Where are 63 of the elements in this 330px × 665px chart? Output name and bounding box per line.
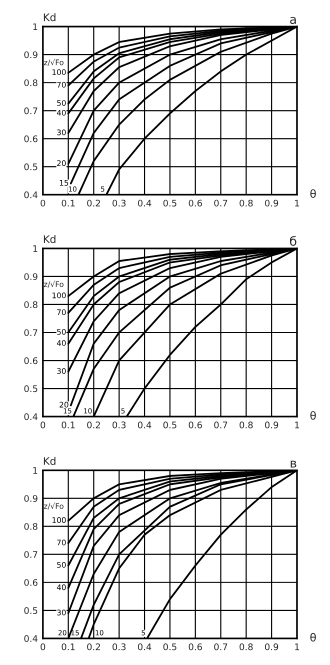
x-tick-label: 0 [40, 643, 46, 650]
x-tick-label: 0.4 [138, 643, 152, 650]
y-tick-label: 1 [33, 467, 38, 474]
y-tick-label: 0.8 [24, 301, 38, 308]
x-axis-title: θ [310, 411, 316, 420]
x-tick-label: 0.2 [87, 422, 100, 428]
x-tick-label: 0.1 [62, 200, 75, 207]
y-tick-label: 0.8 [24, 523, 38, 530]
chart-title: а [290, 16, 296, 24]
y-tick-label: 0.5 [24, 163, 38, 170]
y-tick-label: 0.7 [24, 551, 38, 558]
x-tick-label: 0.7 [214, 200, 228, 207]
x-tick-label: 0.2 [87, 200, 100, 207]
x-tick-label: 0 [40, 422, 46, 428]
x-tick-label: 0.1 [62, 422, 75, 428]
x-tick-label: 0.3 [112, 643, 126, 650]
x-tick-label: 0.8 [240, 643, 253, 650]
y-tick-label: 0.9 [24, 273, 38, 280]
x-axis-title: θ [310, 189, 316, 198]
y-tick-label: 0.5 [24, 385, 38, 392]
y-axis-title: Kd [44, 235, 56, 244]
x-tick-label: 0.5 [163, 643, 176, 650]
x-tick-label: 0.7 [214, 643, 228, 650]
x-tick-label: 0.5 [163, 200, 176, 207]
x-tick-label: 0.4 [138, 422, 152, 428]
x-tick-label: 0.6 [188, 643, 202, 650]
x-tick-label: 1 [295, 422, 300, 428]
x-tick-label: 0.8 [240, 422, 253, 428]
chart-title: в [290, 460, 296, 468]
y-tick-label: 0.7 [24, 107, 38, 114]
y-tick-label: 0.4 [24, 191, 38, 198]
x-tick-label: 0.6 [188, 200, 202, 207]
x-tick-label: 0.6 [188, 422, 202, 428]
x-tick-label: 0.4 [138, 200, 152, 207]
x-tick-label: 1 [295, 644, 300, 650]
y-tick-label: 0.9 [24, 495, 38, 502]
x-tick-label: 0.1 [62, 643, 75, 650]
x-tick-label: 0.9 [265, 643, 278, 650]
y-tick-label: 0.5 [24, 607, 38, 614]
x-tick-label: 0 [40, 200, 46, 207]
y-tick-label: 0.6 [24, 579, 38, 586]
x-tick-label: 0.3 [112, 200, 126, 207]
x-tick-label: 0.8 [240, 200, 253, 207]
y-tick-label: 1 [33, 245, 38, 252]
y-tick-label: 0.9 [24, 51, 38, 58]
chart-title: б [290, 236, 296, 246]
x-tick-label: 0.2 [87, 643, 100, 650]
y-axis-title: Kd [44, 13, 56, 22]
y-tick-label: 0.6 [24, 135, 38, 142]
y-tick-label: 0.4 [24, 635, 38, 642]
x-tick-label: 0.5 [163, 422, 176, 428]
y-axis-title: Kd [44, 456, 56, 465]
y-tick-label: 0.7 [24, 329, 38, 336]
x-tick-label: 0.7 [214, 422, 228, 428]
y-tick-label: 0.8 [24, 79, 38, 86]
x-axis-title: θ [310, 632, 316, 642]
x-tick-label: 1 [295, 200, 300, 206]
x-tick-label: 0.9 [265, 200, 278, 207]
y-tick-label: 1 [33, 23, 38, 30]
y-tick-label: 0.6 [24, 357, 38, 364]
y-tick-label: 0.4 [24, 413, 38, 420]
x-tick-label: 0.3 [112, 422, 126, 428]
x-tick-label: 0.9 [265, 422, 278, 428]
